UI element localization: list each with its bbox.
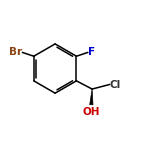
Text: Br: Br	[9, 47, 22, 57]
Text: F: F	[88, 47, 95, 57]
Polygon shape	[90, 89, 93, 105]
Text: OH: OH	[83, 107, 100, 117]
Text: Cl: Cl	[110, 80, 121, 90]
